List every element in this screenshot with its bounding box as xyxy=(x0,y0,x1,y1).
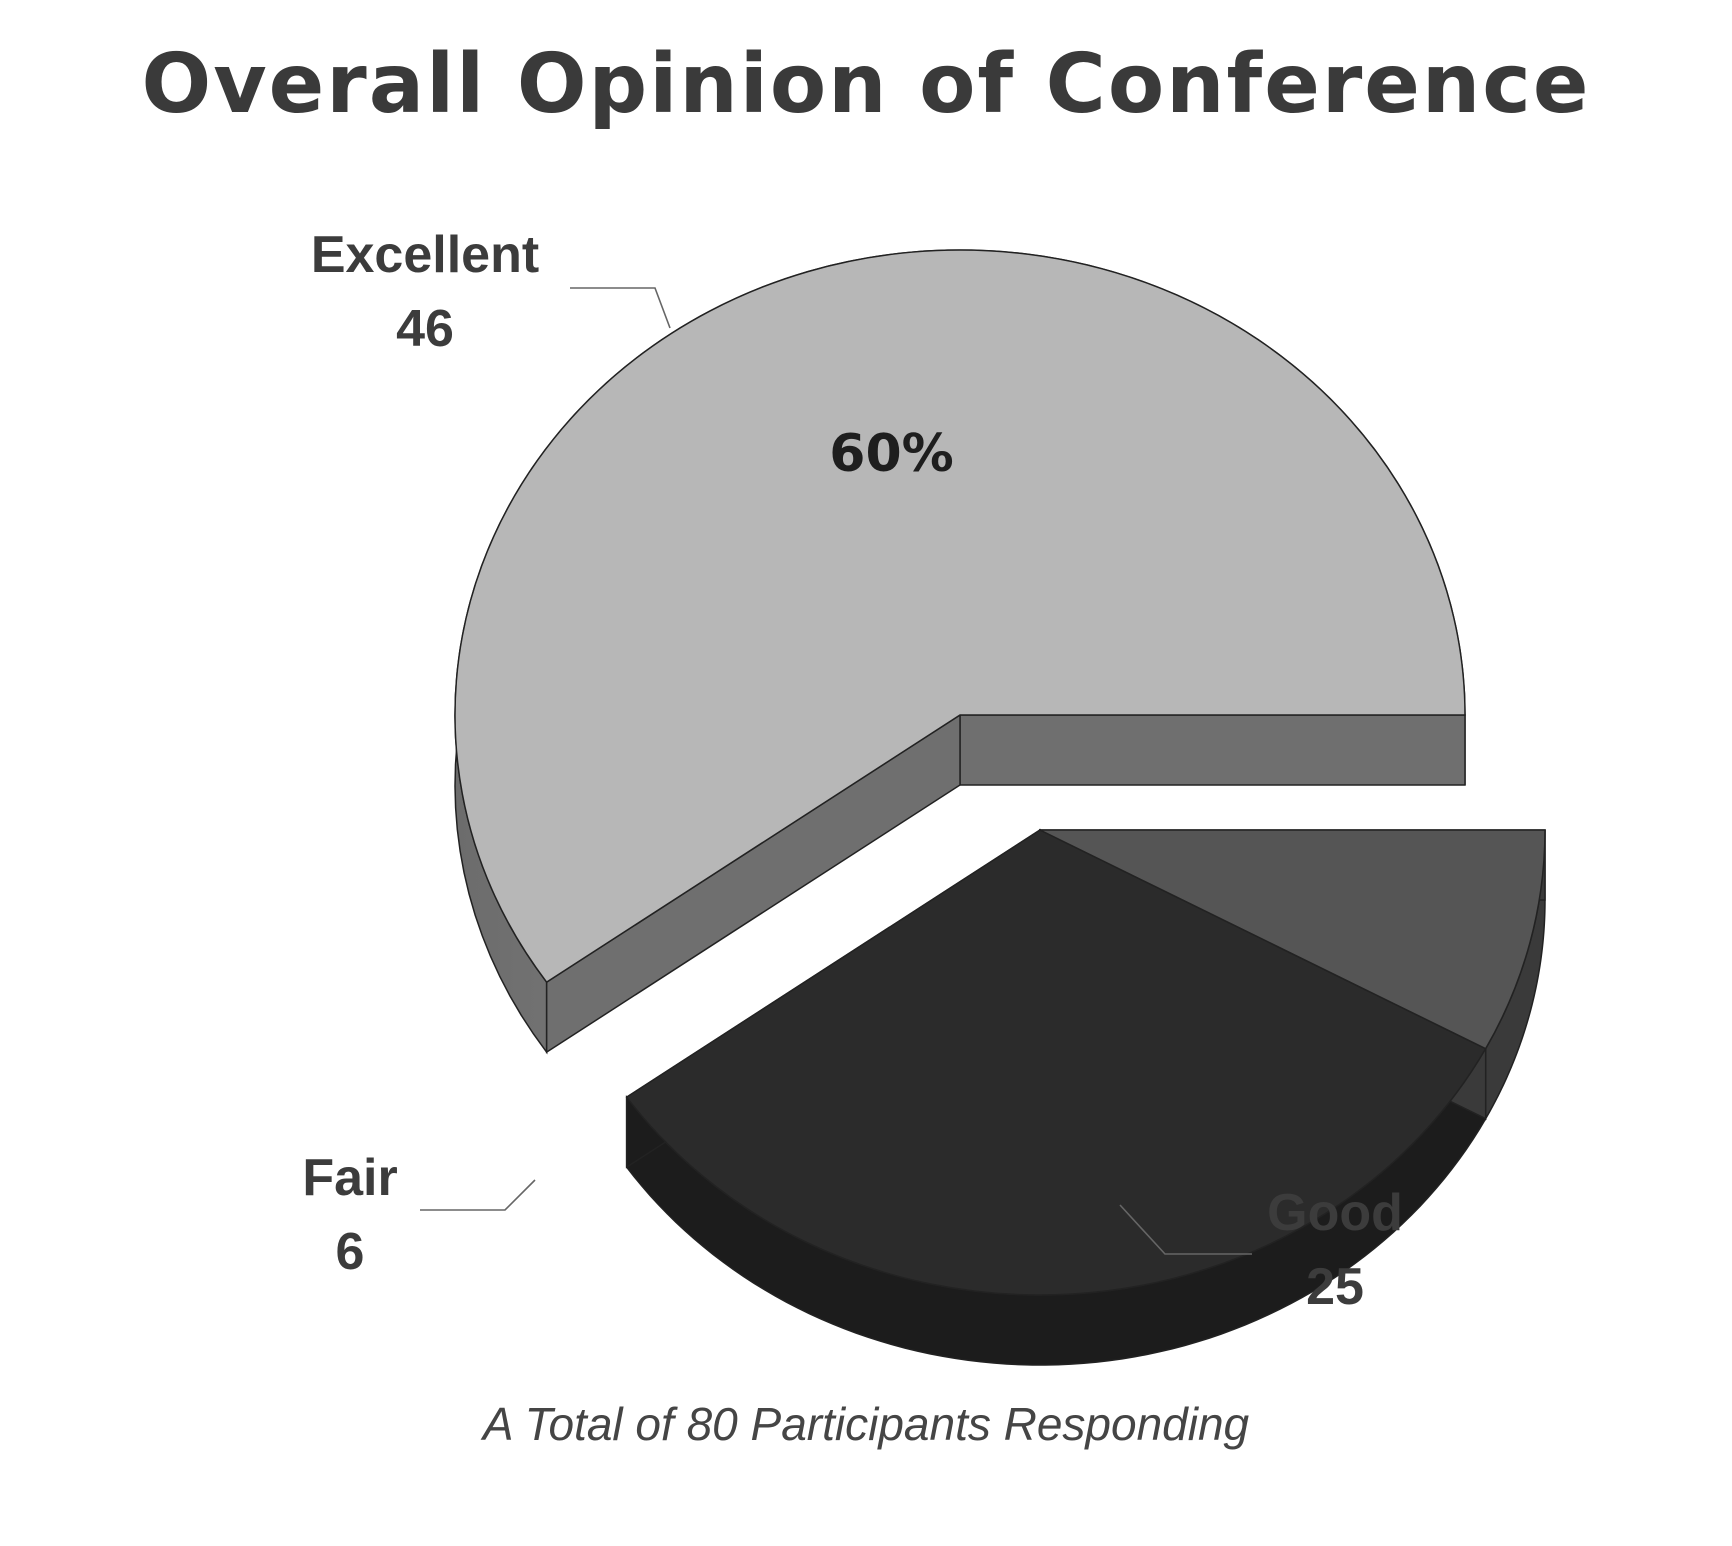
label-fair: Fair xyxy=(302,1149,397,1207)
label-good: Good xyxy=(1267,1184,1403,1242)
leader-line-fair xyxy=(420,1179,536,1211)
value-label-excellent: 46 xyxy=(396,300,454,358)
slice-good xyxy=(625,829,1487,1296)
value-label-good: 25 xyxy=(1306,1258,1364,1316)
label-excellent: Excellent xyxy=(311,226,539,284)
slice-excellent xyxy=(454,249,1466,984)
slice-fair xyxy=(1039,829,1546,1050)
chart-title: Overall Opinion of Conference xyxy=(142,37,1591,132)
leader-line-excellent xyxy=(570,287,671,329)
pie-layer xyxy=(454,249,1546,1366)
value-label-fair: 6 xyxy=(336,1223,365,1281)
percent-label-excellent: 60% xyxy=(829,424,953,484)
slice-face-excellent-0 xyxy=(959,714,1466,786)
chart-subtitle: A Total of 80 Participants Responding xyxy=(480,1398,1250,1450)
label-layer: 60% Excellent 46 Good 25 Fair 6 xyxy=(302,226,1403,1316)
leader-line-good xyxy=(1119,1204,1252,1255)
